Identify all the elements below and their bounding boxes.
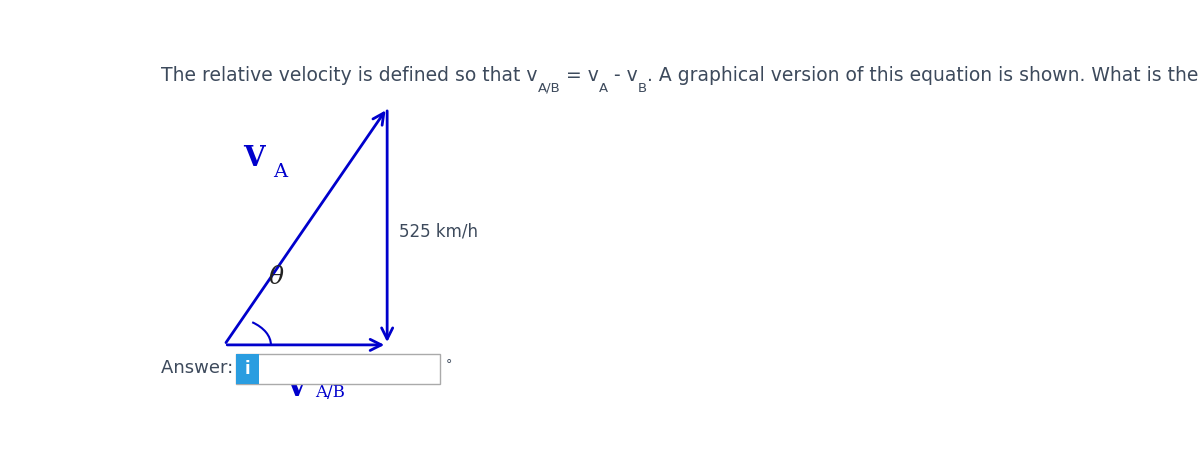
- FancyBboxPatch shape: [235, 354, 259, 385]
- Text: . A graphical version of this equation is shown. What is the angle θ?: . A graphical version of this equation i…: [647, 66, 1200, 84]
- Text: °: °: [445, 358, 452, 371]
- Text: A: A: [599, 82, 608, 95]
- Text: 525 km/h: 525 km/h: [400, 223, 479, 241]
- Text: V: V: [284, 375, 306, 402]
- FancyBboxPatch shape: [235, 354, 440, 385]
- Text: = v: = v: [560, 66, 599, 84]
- Text: Answer: θ =: Answer: θ =: [161, 359, 277, 377]
- Text: A/B: A/B: [538, 82, 560, 95]
- Text: θ: θ: [269, 266, 284, 289]
- Text: B: B: [638, 82, 647, 95]
- Text: - v: - v: [608, 66, 638, 84]
- Text: The relative velocity is defined so that v: The relative velocity is defined so that…: [161, 66, 538, 84]
- Text: V: V: [242, 145, 265, 172]
- Text: i: i: [245, 360, 250, 379]
- Text: A/B: A/B: [316, 385, 346, 402]
- Text: A: A: [272, 162, 287, 180]
